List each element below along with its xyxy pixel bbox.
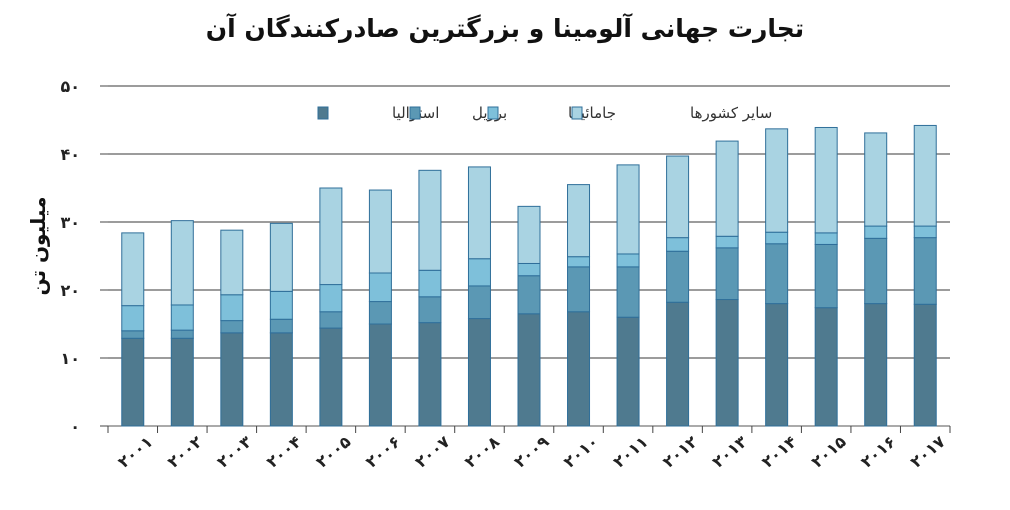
bar-segment [368,272,392,303]
bar-segment [913,237,937,305]
x-tick-label: ۲۰۱۳ [709,432,751,472]
x-tick-label: ۲۰۰۴ [263,432,305,472]
x-tick-label: ۲۰۰۹ [510,432,552,472]
bar-segment [814,307,838,427]
bar-segment [269,318,293,334]
bar-segment [666,237,690,252]
bar-segment [467,166,491,260]
legend-label: سایر کشورها [690,104,772,122]
x-tick-label: ۲۰۱۱ [609,432,651,472]
bar-segment [765,128,789,233]
bar-segment [269,290,293,320]
bar-segment [170,329,194,339]
x-tick-label: ۲۰۰۳ [213,432,255,472]
chart-title: تجارت جهانی آلومینا و بزرگترین صادرکنندگ… [205,14,805,43]
bar-segment [715,235,739,249]
bar-segment [319,311,343,329]
bar-segment [319,327,343,427]
x-tick-label: ۲۰۰۵ [312,432,354,472]
bar-segment [913,124,937,227]
bar-segment [814,232,838,245]
bar-segment [814,126,838,234]
bar-segment [319,284,343,313]
x-tick-label: ۲۰۱۵ [808,432,850,472]
bar-segment [368,301,392,325]
x-tick-label: ۲۰۰۲ [164,432,206,472]
x-tick-label: ۲۰۱۰ [560,432,602,472]
bar-segment [567,184,591,258]
legend-swatch [317,106,329,120]
bar-segment [913,303,937,427]
y-tick-label: ۰ [70,417,80,436]
bar-segment [418,322,442,427]
bar-segment [121,305,145,332]
x-tick-label: ۲۰۱۷ [907,432,949,472]
bar-segment [765,231,789,245]
x-tick-label: ۲۰۰۶ [362,432,404,472]
bar-segment [418,269,442,298]
bar-segment [121,337,145,427]
bar-segment [666,301,690,427]
bar-segment [864,225,888,239]
bar-segment [467,285,491,320]
x-tick-label: ۲۰۱۶ [857,432,899,472]
bar-segment [220,320,244,334]
bar-segment [765,303,789,427]
bar-segment [517,205,541,264]
bar-segment [616,266,640,318]
bar-segment [517,262,541,277]
bar-segment [864,303,888,427]
y-tick-label: ۱۰ [60,349,80,368]
y-tick-label: ۵۰ [60,77,80,96]
bar-segment [666,250,690,303]
bar-segment [467,318,491,427]
bar-segment [220,332,244,427]
x-tick-label: ۲۰۰۷ [411,432,453,472]
bar-segment [269,222,293,292]
y-tick-label: ۳۰ [60,213,80,232]
bar-segment [121,330,145,339]
bar-segment [715,247,739,301]
y-tick-label: ۴۰ [60,145,80,164]
bar-segment [567,256,591,268]
y-tick-label: ۲۰ [60,281,80,300]
bar-segment [864,237,888,305]
bar-segment [170,304,194,331]
bar-segment [616,316,640,427]
bar-segment [220,229,244,296]
x-tick-label: ۲۰۰۱ [114,432,156,472]
x-tick-label: ۲۰۱۲ [659,432,701,472]
bar-segment [170,337,194,427]
bar-segment [121,232,145,307]
bar-segment [814,243,838,309]
legend-swatch [571,106,583,120]
x-tick-label: ۲۰۱۴ [758,432,800,472]
bar-segment [765,243,789,305]
bar-segment [616,164,640,255]
bar-segment [567,266,591,313]
legend-swatch [487,106,499,120]
bar-segment [715,299,739,427]
bar-segment [616,253,640,268]
bar-segment [418,296,442,324]
bar-segment [269,332,293,427]
bar-segment [517,313,541,427]
bar-segment [368,323,392,427]
bar-segment [467,258,491,287]
bar-segment [715,140,739,237]
bar-segment [864,132,888,227]
legend-swatch [409,106,421,120]
bar-segment [666,155,690,239]
x-tick-label: ۲۰۰۸ [461,432,503,472]
bar-segment [368,189,392,274]
bar-segment [170,220,194,306]
bar-segment [418,169,442,271]
bar-segment [517,275,541,315]
bar-segment [319,187,343,286]
bar-segment [913,225,937,239]
bar-segment [567,311,591,427]
bar-segment [220,294,244,322]
